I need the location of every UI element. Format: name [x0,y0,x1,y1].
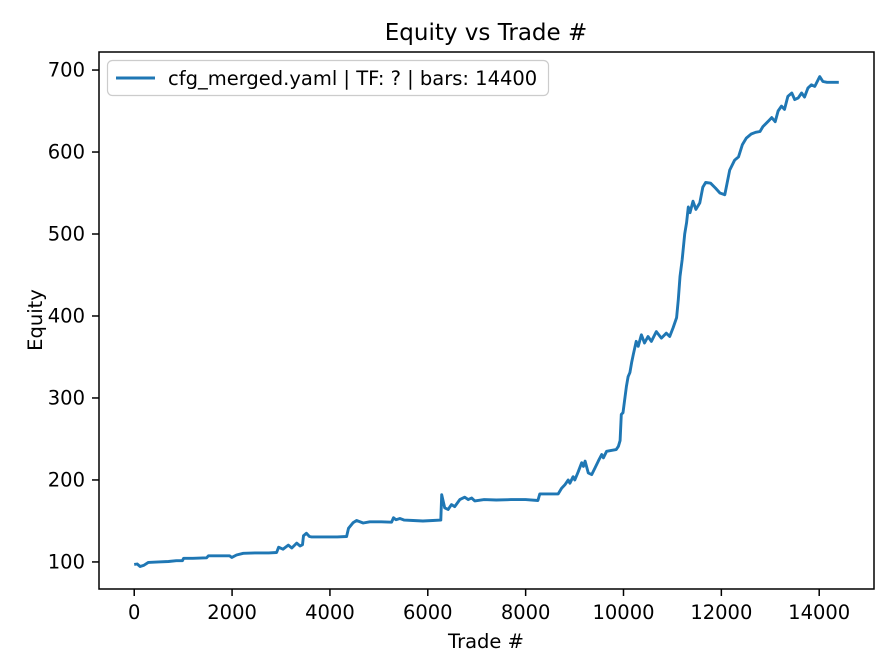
y-tick-label: 600 [48,141,85,164]
plot-area-frame [98,51,875,590]
chart-title: Equity vs Trade # [385,20,588,46]
y-axis-label: Equity [24,289,47,351]
x-axis-label: Trade # [447,630,524,653]
y-tick-label: 700 [48,59,85,82]
x-tick-label: 0 [128,601,140,624]
x-tick-label: 12000 [690,601,752,624]
x-tick-label: 14000 [788,601,850,624]
y-tick-label: 500 [48,223,85,246]
y-axis-ticks: 100 200 300 400 500 600 700 [48,59,99,573]
x-tick-label: 2000 [207,601,257,624]
x-tick-label: 10000 [592,601,654,624]
y-tick-label: 300 [48,386,85,409]
y-tick-label: 200 [48,468,85,491]
legend-box [106,59,550,97]
equity-line [134,75,839,568]
legend: cfg_merged.yaml | TF: ? | bars: 14400 [106,59,550,97]
y-tick-label: 100 [48,550,85,573]
x-tick-label: 6000 [403,601,453,624]
x-axis-ticks: 0 2000 4000 6000 8000 10000 12000 14000 [128,589,850,624]
legend-label: cfg_merged.yaml | TF: ? | bars: 14400 [168,67,537,90]
y-tick-label: 400 [48,304,85,327]
x-tick-label: 8000 [501,601,551,624]
x-tick-label: 4000 [305,601,355,624]
